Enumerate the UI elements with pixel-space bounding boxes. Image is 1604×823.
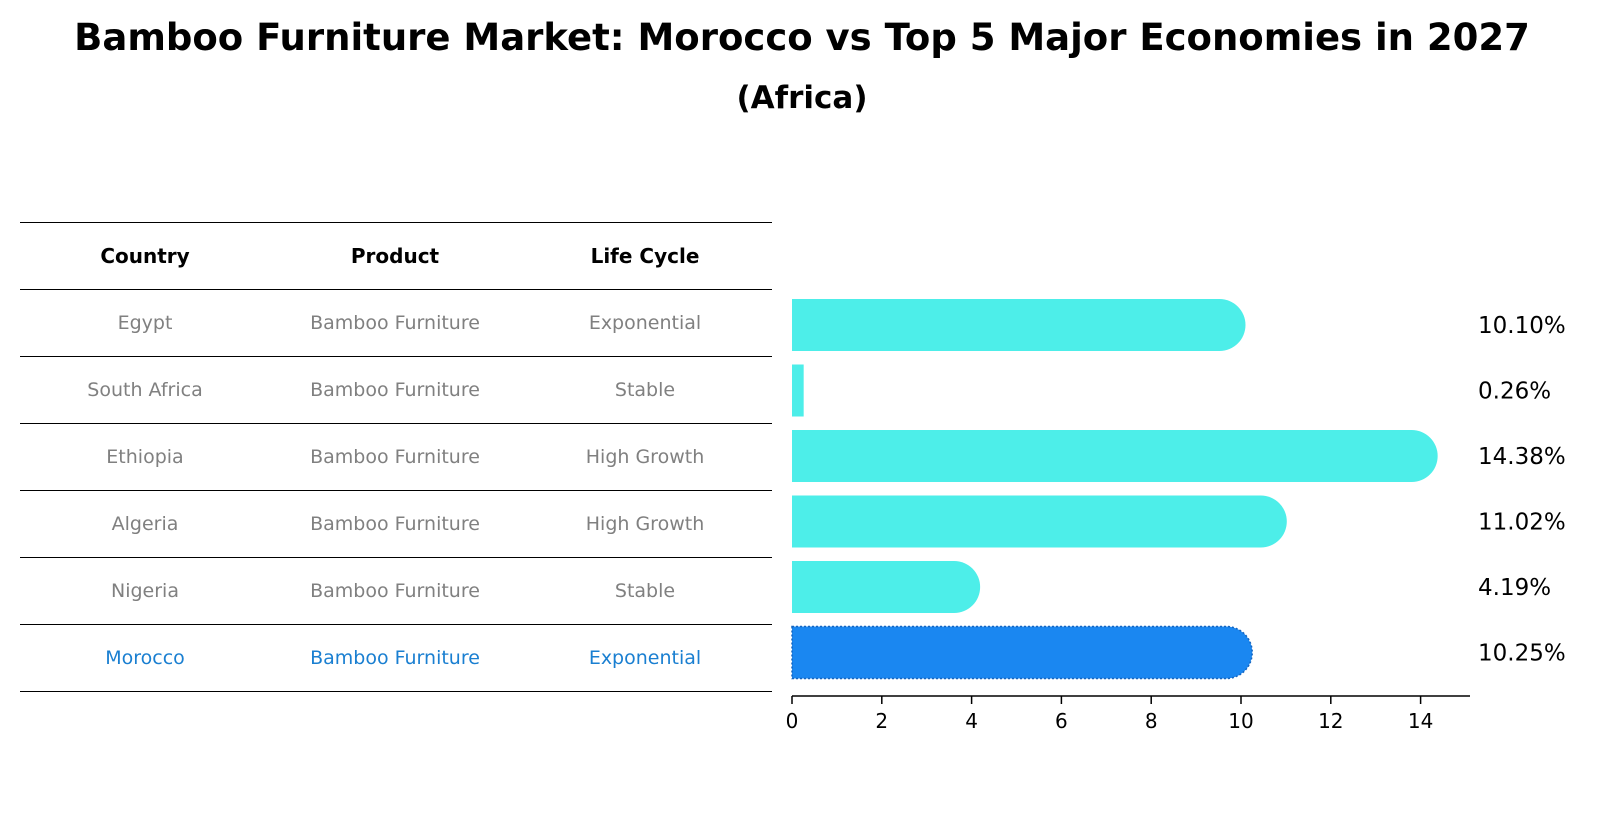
- x-tick-label: 10: [1228, 709, 1253, 733]
- cell-life-cycle: High Growth: [585, 446, 705, 468]
- column-header-life-cycle: Life Cycle: [590, 244, 700, 268]
- x-tick-label: 12: [1318, 709, 1343, 733]
- cell-life-cycle: High Growth: [585, 513, 705, 535]
- column-header-country: Country: [100, 244, 190, 268]
- bar-morocco: [791, 625, 1253, 680]
- table-header-row: Country Product Life Cycle: [20, 222, 772, 289]
- table-row-highlight: Morocco Bamboo Furniture Exponential: [20, 624, 772, 692]
- cell-life-cycle: Stable: [614, 580, 676, 602]
- table-row: Algeria Bamboo Furniture High Growth: [20, 490, 772, 557]
- cell-product: Bamboo Furniture: [310, 580, 480, 602]
- column-header-product: Product: [350, 244, 440, 268]
- cell-country: Ethiopia: [106, 446, 184, 468]
- cell-country: Nigeria: [111, 580, 179, 602]
- x-tick-label: 6: [1055, 709, 1068, 733]
- table-row: Egypt Bamboo Furniture Exponential: [20, 289, 772, 356]
- x-tick-label: 4: [965, 709, 978, 733]
- x-tick-label: 14: [1408, 709, 1433, 733]
- cell-product: Bamboo Furniture: [310, 379, 480, 401]
- cell-life-cycle: Exponential: [588, 312, 702, 334]
- value-label: 0.26%: [1478, 379, 1551, 405]
- bar-ethiopia: [792, 430, 1438, 482]
- x-tick-label: 8: [1145, 709, 1158, 733]
- x-tick-label: 2: [875, 709, 888, 733]
- bar-algeria: [792, 495, 1287, 548]
- table-row: South Africa Bamboo Furniture Stable: [20, 356, 772, 423]
- data-table: Country Product Life Cycle Egypt Bamboo …: [20, 222, 772, 692]
- value-label: 4.19%: [1478, 575, 1551, 601]
- bar-nigeria: [792, 561, 981, 613]
- cell-country: Algeria: [111, 513, 179, 535]
- table-row: Ethiopia Bamboo Furniture High Growth: [20, 423, 772, 490]
- cell-product: Bamboo Furniture: [310, 513, 480, 535]
- bar-south-africa: [792, 364, 804, 417]
- table-row: Nigeria Bamboo Furniture Stable: [20, 557, 772, 624]
- chart-title: Bamboo Furniture Market: Morocco vs Top …: [74, 16, 1530, 59]
- cell-product: Bamboo Furniture: [310, 647, 480, 669]
- cell-country: Morocco: [105, 647, 185, 669]
- x-tick-label: 0: [786, 709, 799, 733]
- cell-country: South Africa: [87, 379, 203, 401]
- value-label: 10.25%: [1478, 641, 1566, 667]
- cell-life-cycle: Stable: [614, 379, 676, 401]
- value-label: 14.38%: [1478, 444, 1566, 470]
- cell-product: Bamboo Furniture: [310, 446, 480, 468]
- cell-country: Egypt: [117, 312, 173, 334]
- bar-egypt: [792, 299, 1246, 351]
- chart-subtitle: (Africa): [736, 80, 868, 116]
- value-label: 11.02%: [1478, 510, 1566, 536]
- cell-product: Bamboo Furniture: [310, 312, 480, 334]
- cell-life-cycle: Exponential: [588, 647, 702, 669]
- value-label: 10.10%: [1478, 313, 1566, 339]
